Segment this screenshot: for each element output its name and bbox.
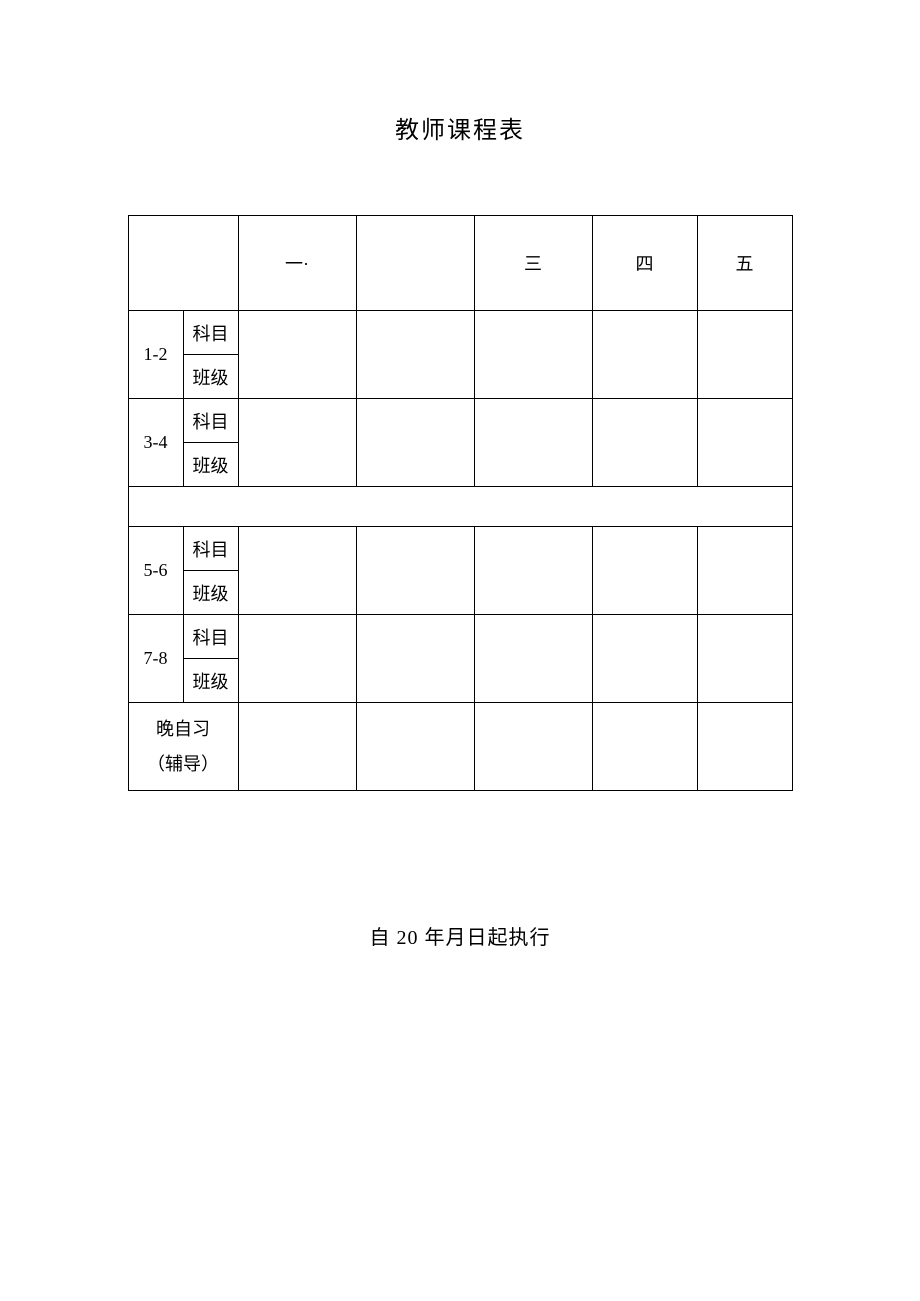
period-2-subject-row: 3-4 科目 — [128, 399, 792, 443]
header-day-4: 四 — [592, 216, 697, 311]
cell-p3-d3 — [474, 527, 592, 615]
cell-evening-d2 — [356, 703, 474, 791]
period-1-label: 1-2 — [128, 311, 183, 399]
period-4-subject-label: 科目 — [183, 615, 238, 659]
cell-p1-d5 — [697, 311, 792, 399]
cell-p3-d4 — [592, 527, 697, 615]
period-3-class-label: 班级 — [183, 571, 238, 615]
period-1-subject-row: 1-2 科目 — [128, 311, 792, 355]
cell-p2-d3 — [474, 399, 592, 487]
cell-p1-d2 — [356, 311, 474, 399]
cell-p2-d2 — [356, 399, 474, 487]
gap-cell — [128, 487, 792, 527]
period-1-subject-label: 科目 — [183, 311, 238, 355]
footer-text: 自 20 年月日起执行 — [0, 921, 920, 950]
period-3-subject-row: 5-6 科目 — [128, 527, 792, 571]
cell-p1-d3 — [474, 311, 592, 399]
header-blank — [128, 216, 238, 311]
header-day-3: 三 — [474, 216, 592, 311]
cell-p3-d1 — [238, 527, 356, 615]
period-1-class-label: 班级 — [183, 355, 238, 399]
period-2-label: 3-4 — [128, 399, 183, 487]
cell-p4-d4 — [592, 615, 697, 703]
period-3-label: 5-6 — [128, 527, 183, 615]
cell-p1-d4 — [592, 311, 697, 399]
evening-label: 晚自习 （辅导） — [128, 703, 238, 791]
period-2-subject-label: 科目 — [183, 399, 238, 443]
evening-row: 晚自习 （辅导） — [128, 703, 792, 791]
period-4-label: 7-8 — [128, 615, 183, 703]
header-row: 一· 三 四 五 — [128, 216, 792, 311]
header-day-5: 五 — [697, 216, 792, 311]
document-page: 教师课程表 一· 三 四 五 1-2 科目 — [0, 0, 920, 950]
period-4-class-label: 班级 — [183, 659, 238, 703]
header-day-2 — [356, 216, 474, 311]
cell-p1-d1 — [238, 311, 356, 399]
cell-p4-d5 — [697, 615, 792, 703]
cell-evening-d3 — [474, 703, 592, 791]
cell-evening-d4 — [592, 703, 697, 791]
period-3-subject-label: 科目 — [183, 527, 238, 571]
header-day-1: 一· — [238, 216, 356, 311]
cell-p3-d5 — [697, 527, 792, 615]
cell-p2-d1 — [238, 399, 356, 487]
cell-p2-d4 — [592, 399, 697, 487]
cell-p4-d2 — [356, 615, 474, 703]
page-title: 教师课程表 — [0, 110, 920, 145]
cell-p4-d3 — [474, 615, 592, 703]
timetable: 一· 三 四 五 1-2 科目 班级 3-4 科目 班 — [128, 215, 793, 791]
cell-p3-d2 — [356, 527, 474, 615]
cell-p2-d5 — [697, 399, 792, 487]
evening-label-line1: 晚自习 — [129, 712, 238, 746]
cell-evening-d1 — [238, 703, 356, 791]
evening-label-line2: （辅导） — [129, 747, 238, 781]
period-2-class-label: 班级 — [183, 443, 238, 487]
cell-evening-d5 — [697, 703, 792, 791]
gap-row — [128, 487, 792, 527]
cell-p4-d1 — [238, 615, 356, 703]
period-4-subject-row: 7-8 科目 — [128, 615, 792, 659]
